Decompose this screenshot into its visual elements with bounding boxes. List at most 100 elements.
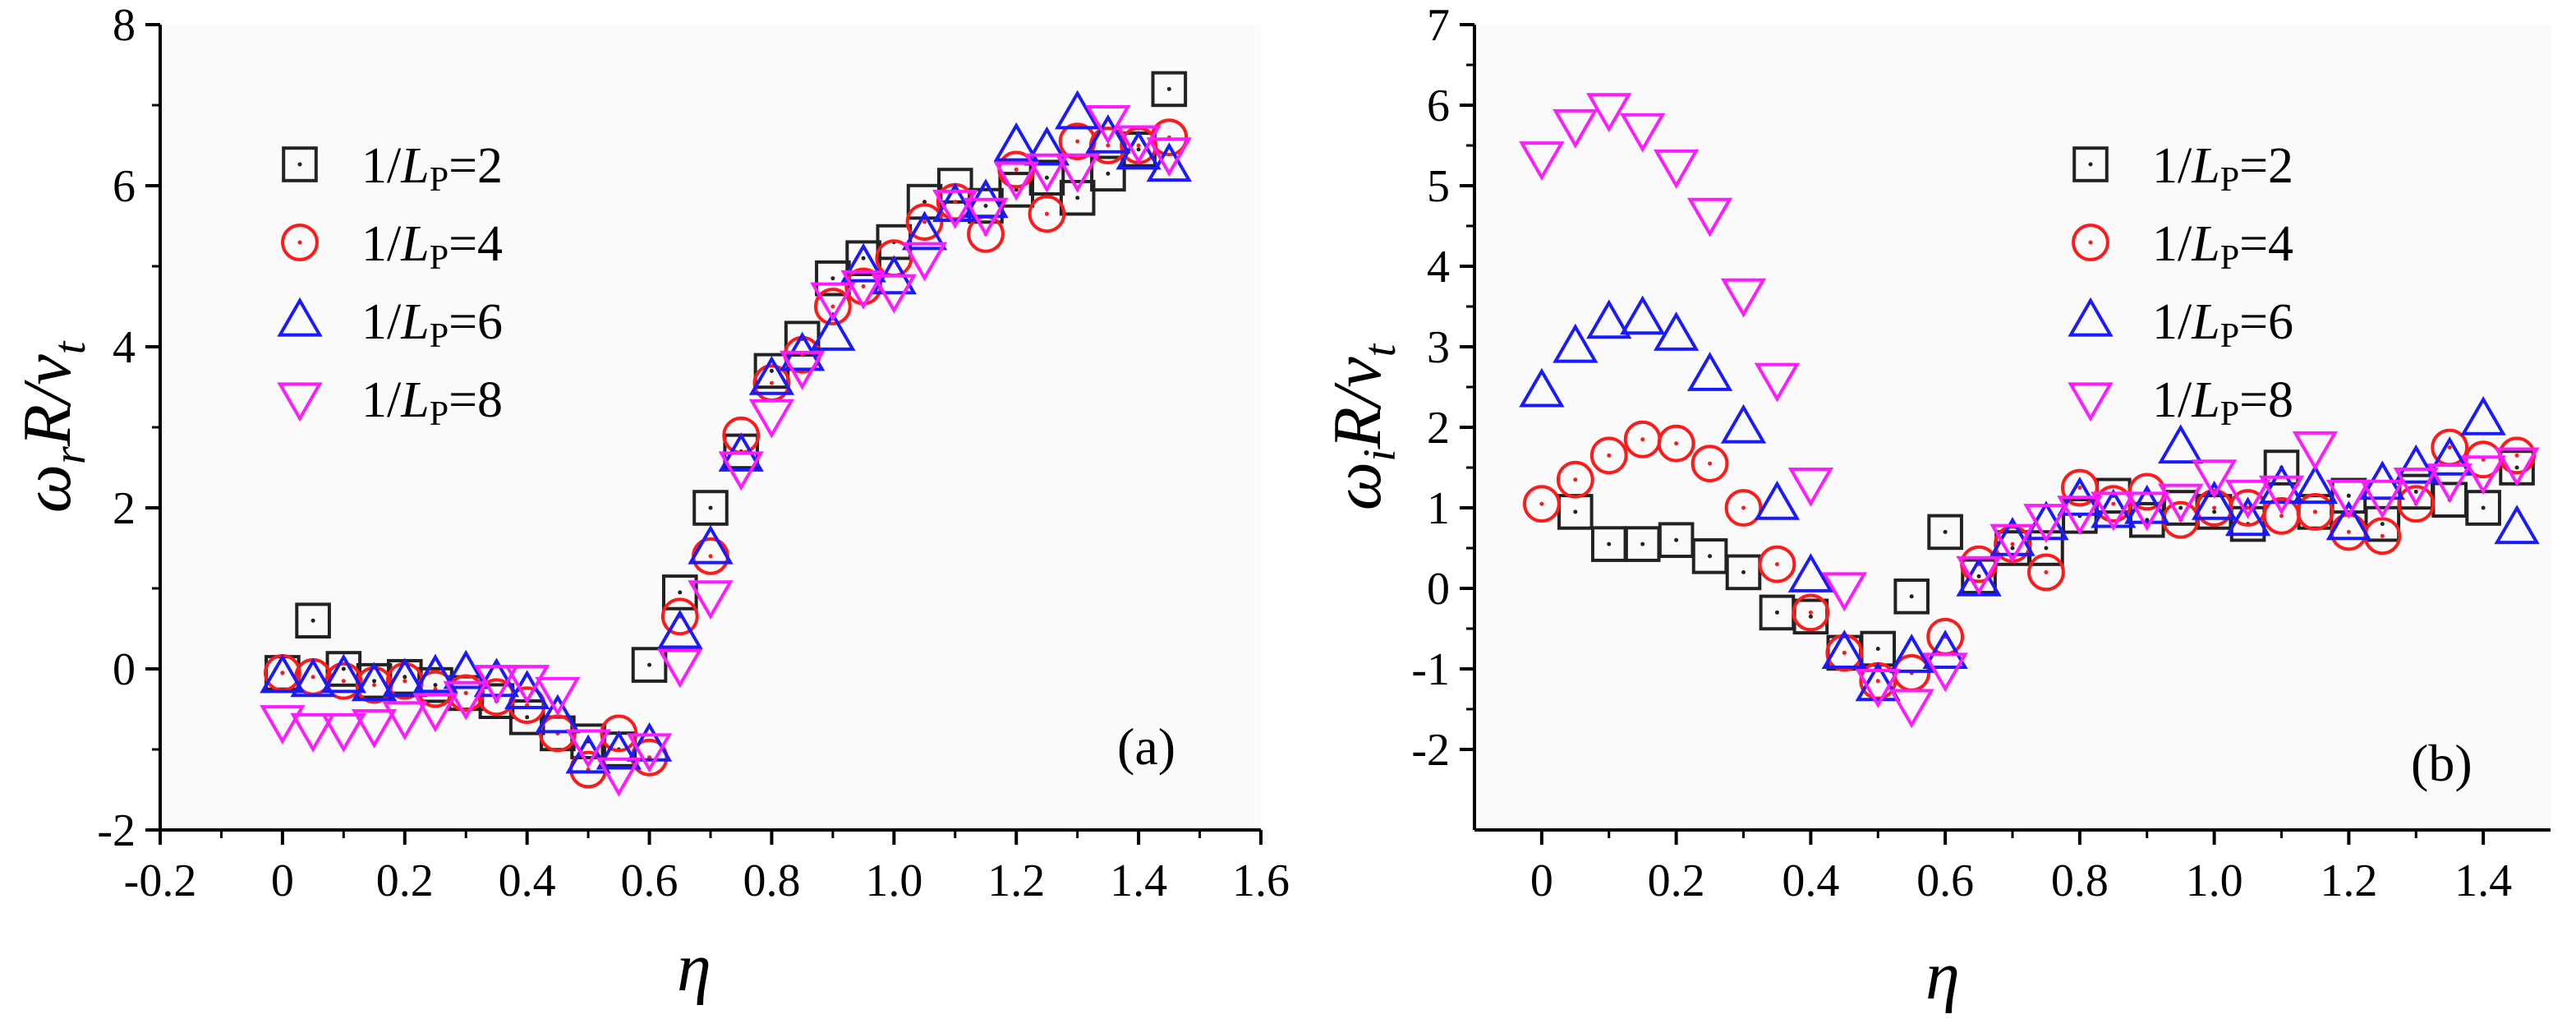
- data-point: [813, 288, 852, 325]
- data-point: [901, 210, 948, 251]
- legend-entry-label: 1/LP=6: [361, 294, 503, 355]
- data-point-dot: [1976, 574, 1981, 579]
- legend-entry-label: 1/LP=6: [2152, 294, 2293, 355]
- data-point-dot: [433, 683, 438, 688]
- data-point: [1586, 299, 1632, 339]
- legend-marker-dot: [297, 162, 302, 167]
- data-point: [748, 399, 795, 439]
- legend-prefix: 1/: [2152, 294, 2192, 350]
- legend-L: L: [2191, 372, 2220, 428]
- y-tick-label: 8: [113, 0, 136, 51]
- data-point: [1686, 197, 1733, 237]
- data-point-dot: [1573, 509, 1578, 514]
- data-point: [2158, 483, 2204, 523]
- x-axis-title: η: [1925, 938, 1960, 1014]
- data-point: [2426, 463, 2472, 503]
- data-point: [963, 197, 1009, 237]
- data-point: [2460, 396, 2506, 436]
- legend-suffix: =2: [2239, 138, 2293, 194]
- series-4: [1519, 93, 2540, 729]
- data-point-dot: [1044, 211, 1049, 216]
- data-point: [871, 274, 918, 314]
- data-point: [2494, 505, 2540, 545]
- data-point-dot: [830, 276, 835, 281]
- data-point: [2091, 491, 2137, 532]
- data-point: [626, 733, 673, 773]
- legend-sub: P: [430, 395, 448, 433]
- legend-sub: P: [430, 317, 448, 355]
- data-point-dot: [2380, 533, 2385, 538]
- legend-prefix: 1/: [2152, 138, 2192, 194]
- data-point-dot: [830, 304, 835, 309]
- data-point: [1620, 113, 1666, 153]
- data-point: [2258, 475, 2305, 515]
- data-point: [1653, 311, 1700, 351]
- data-point-dot: [341, 666, 346, 671]
- x-tick-label: 0.8: [2051, 855, 2109, 906]
- legend: 1/LP=21/LP=41/LP=61/LP=8: [2068, 138, 2293, 433]
- data-point-dot: [861, 284, 866, 288]
- legend-prefix: 1/: [361, 372, 402, 428]
- data-point: [1054, 153, 1101, 193]
- data-point: [412, 653, 458, 694]
- data-point-dot: [1607, 453, 1612, 458]
- x-tick-label: 0.8: [743, 855, 800, 906]
- data-point-dot: [1075, 196, 1080, 201]
- legend-entry-label: 1/LP=2: [2152, 138, 2293, 199]
- data-point: [1657, 424, 1695, 463]
- data-point: [351, 709, 398, 749]
- data-point: [1146, 142, 1193, 182]
- data-point: [810, 311, 856, 351]
- legend-marker: [2068, 382, 2114, 422]
- data-point: [443, 649, 489, 689]
- legend-L: L: [400, 138, 429, 194]
- data-point-dot: [708, 554, 713, 559]
- data-point: [1151, 71, 1188, 108]
- data-point-dot: [1708, 461, 1713, 466]
- x-tick-label: 0.4: [499, 855, 556, 906]
- legend-marker-dot: [297, 240, 302, 245]
- legend-prefix: 1/: [361, 294, 402, 350]
- data-point: [1085, 114, 1131, 154]
- data-point-dot: [2413, 489, 2418, 494]
- data-point: [1556, 460, 1594, 499]
- data-point-dot: [2380, 522, 2385, 527]
- data-point: [1787, 468, 1834, 507]
- x-tick-label: 1.0: [2186, 855, 2243, 906]
- y-tick-label: 4: [1427, 242, 1450, 293]
- legend-L: L: [400, 294, 429, 350]
- legend-suffix: =6: [448, 294, 503, 350]
- legend-sub: P: [2220, 161, 2239, 199]
- data-point-dot: [708, 505, 713, 510]
- data-point: [626, 721, 673, 762]
- data-point-dot: [310, 675, 315, 680]
- data-point: [1552, 323, 1598, 363]
- data-point: [320, 712, 367, 753]
- data-point: [1888, 689, 1934, 729]
- data-point: [631, 647, 668, 683]
- legend-marker: [282, 146, 318, 182]
- data-point-dot: [2044, 546, 2049, 551]
- data-point: [1024, 126, 1070, 166]
- data-point-dot: [1741, 569, 1746, 574]
- panel-a: -0.2 0 0.2 0.4 0.6 0.8 1.0 1.2 1.4 1.6 -2 0 2 4 6 8 ωrR/…: [9, 0, 1290, 1006]
- y-tick-label: 1: [1427, 483, 1450, 534]
- data-point: [2124, 484, 2170, 524]
- legend-entry-label: 1/LP=8: [2152, 372, 2293, 433]
- data-point: [1725, 554, 1762, 591]
- data-point: [1724, 489, 1763, 527]
- legend-marker: [2072, 146, 2109, 182]
- data-point: [2426, 436, 2472, 476]
- x-tick-label: 0.2: [1648, 855, 1705, 906]
- x-tick-label: 0.2: [376, 855, 434, 906]
- data-point: [260, 653, 306, 694]
- data-point: [840, 270, 886, 310]
- y-axis-title-sub1: i: [1355, 449, 1405, 462]
- x-tick-label: 1.2: [987, 855, 1045, 906]
- data-point-dot: [2010, 546, 2015, 551]
- data-point-dot: [1774, 610, 1779, 615]
- y-axis-title-sub1: r: [44, 446, 95, 464]
- data-point-dot: [953, 200, 958, 205]
- data-point: [260, 705, 306, 744]
- data-point-dot: [2346, 529, 2351, 534]
